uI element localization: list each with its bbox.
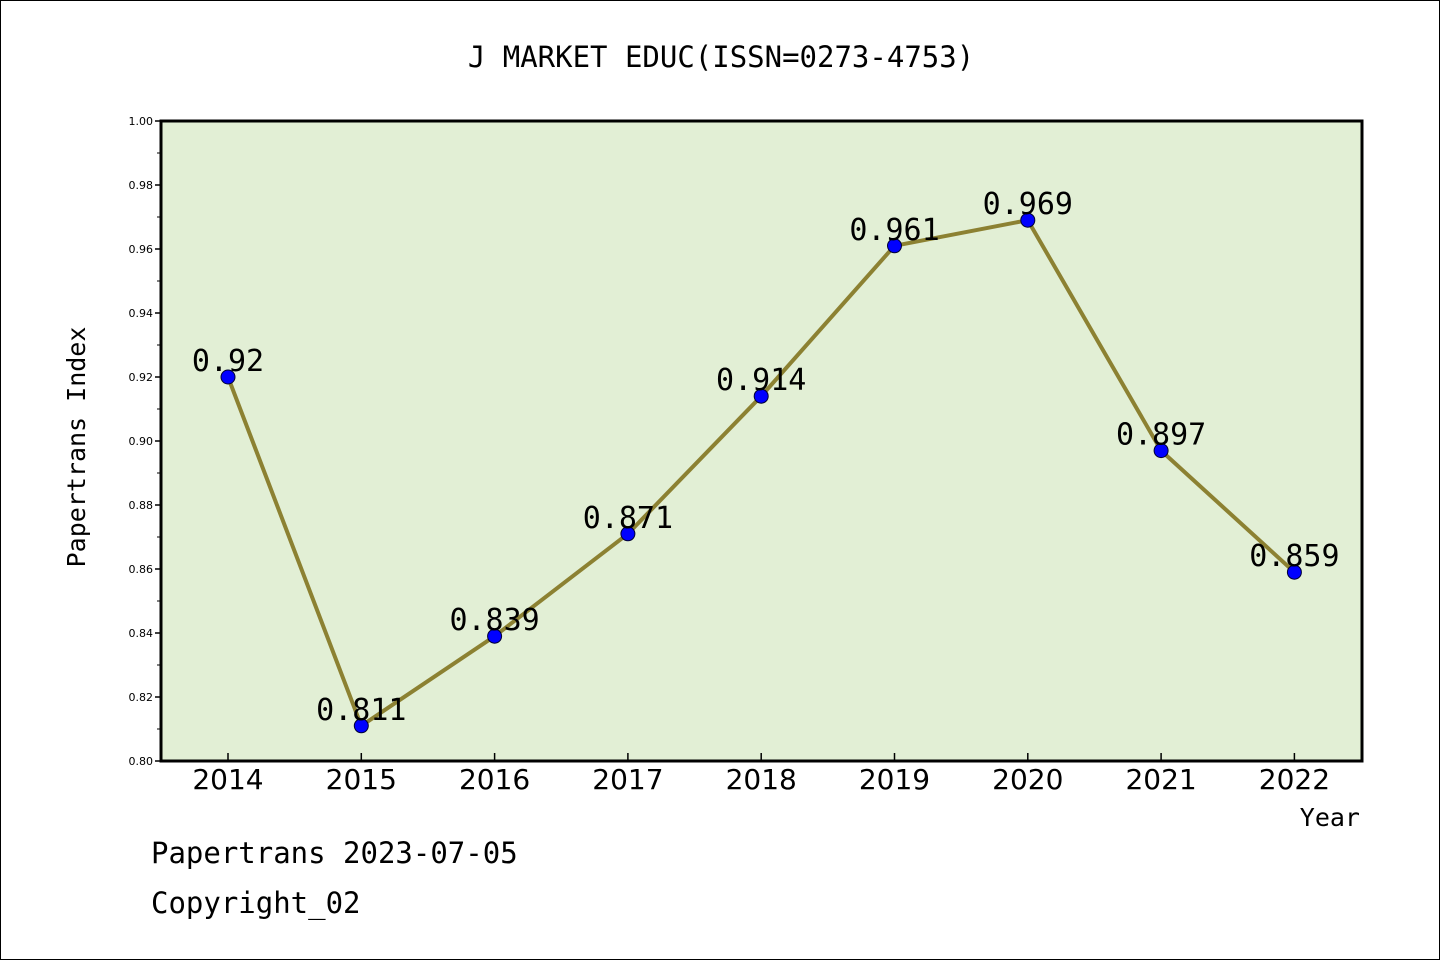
y-tick-label: 0.88 xyxy=(129,499,154,512)
y-tick-label: 0.82 xyxy=(129,691,154,704)
plot-area xyxy=(159,119,1364,763)
data-point-marker xyxy=(620,526,636,542)
x-tick-label: 2017 xyxy=(592,763,663,796)
footer-date: Papertrans 2023-07-05 xyxy=(151,836,518,870)
chart-title: J MARKET EDUC(ISSN=0273-4753) xyxy=(468,40,974,74)
x-tick-label: 2018 xyxy=(726,763,797,796)
data-point-marker xyxy=(353,718,369,734)
x-tick-label: 2016 xyxy=(459,763,530,796)
data-label: 0.871 xyxy=(583,501,673,536)
y-tick-label: 0.84 xyxy=(129,627,154,640)
data-point-marker xyxy=(487,628,503,644)
series-line xyxy=(220,212,1302,734)
x-tick-label: 2022 xyxy=(1259,763,1330,796)
y-tick-label: 0.98 xyxy=(129,179,154,192)
x-axis-label: Year xyxy=(1300,803,1360,832)
data-point-marker xyxy=(1020,212,1036,228)
data-label: 0.859 xyxy=(1249,539,1339,574)
y-tick-label: 0.94 xyxy=(129,307,154,320)
y-tick-label: 0.96 xyxy=(129,243,154,256)
footer-copyright: Copyright_02 xyxy=(151,886,361,920)
data-label: 0.839 xyxy=(449,603,539,638)
x-axis: 2014 2015 2016 2017 2018 2019 2020 2021 2022 xyxy=(192,753,1330,796)
x-tick-label: 2014 xyxy=(192,763,263,796)
data-labels: 0.92 0.811 0.839 0.871 0.914 0.961 0.969 0.897 0… xyxy=(192,187,1340,728)
data-point-marker xyxy=(220,369,236,385)
x-tick-label: 2021 xyxy=(1125,763,1196,796)
data-label: 0.811 xyxy=(316,693,406,728)
data-label: 0.961 xyxy=(849,213,939,248)
y-tick-label: 0.90 xyxy=(129,435,154,448)
x-tick-label: 2020 xyxy=(992,763,1063,796)
data-label: 0.897 xyxy=(1116,418,1206,453)
data-point-marker xyxy=(1286,564,1302,580)
y-tick-label: 0.80 xyxy=(129,755,154,768)
data-point-marker xyxy=(1153,443,1169,459)
data-label: 0.92 xyxy=(192,344,264,379)
y-axis: 0.80 0.82 0.84 0.86 0.88 0.90 0.92 0.94 0.96 0.98… xyxy=(129,115,161,768)
y-tick-label: 0.86 xyxy=(129,563,154,576)
y-axis-label: Papertrans Index xyxy=(62,327,91,568)
data-label: 0.914 xyxy=(716,363,806,398)
data-label: 0.969 xyxy=(983,187,1073,222)
x-tick-label: 2015 xyxy=(326,763,397,796)
y-tick-label: 1.00 xyxy=(129,115,154,128)
data-point-marker xyxy=(753,388,769,404)
y-tick-label: 0.92 xyxy=(129,371,154,384)
data-point-marker xyxy=(887,238,902,254)
x-tick-label: 2019 xyxy=(859,763,930,796)
